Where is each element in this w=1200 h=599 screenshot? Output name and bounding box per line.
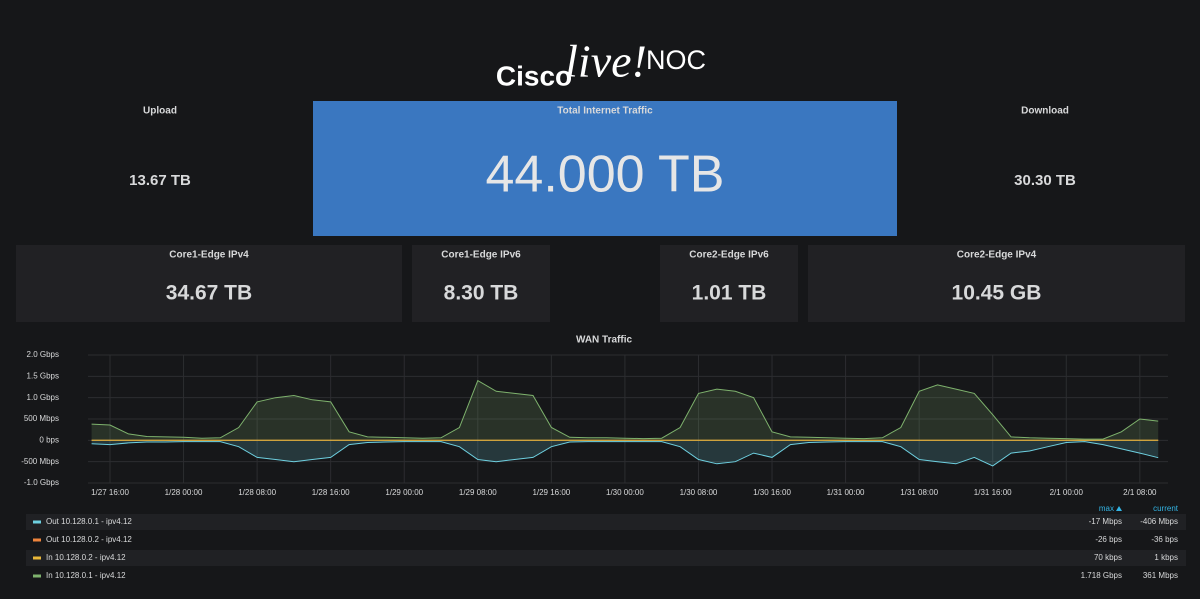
legend-max: -17 Mbps (1089, 517, 1122, 526)
stat-panel (412, 245, 550, 322)
chart-title: WAN Traffic (576, 335, 633, 346)
legend-current: 1 kbps (1154, 553, 1178, 562)
legend-label: In 10.128.0.2 - ipv4.12 (46, 553, 126, 562)
legend-row (26, 550, 1186, 566)
logo-brand: Cisco (496, 60, 572, 91)
stat-title: Upload (143, 106, 177, 117)
stat-value: 10.45 GB (952, 282, 1042, 305)
stat-value: 8.30 TB (444, 282, 519, 305)
stat-title: Total Internet Traffic (557, 106, 653, 117)
stat-value: 44.000 TB (485, 146, 724, 204)
stat-panel (660, 245, 798, 322)
legend-header: current (1153, 504, 1179, 513)
x-tick-label: 1/28 08:00 (238, 488, 276, 497)
y-tick-label: 2.0 Gbps (27, 350, 59, 359)
series-line (91, 441, 1159, 467)
stat-title: Core2-Edge IPv4 (957, 250, 1037, 261)
x-tick-label: 1/30 08:00 (680, 488, 718, 497)
stat-value: 34.67 TB (166, 282, 252, 305)
x-tick-label: 2/1 08:00 (1123, 488, 1157, 497)
legend-row (26, 514, 1186, 530)
x-tick-label: 1/29 08:00 (459, 488, 497, 497)
y-tick-label: -1.0 Gbps (24, 478, 59, 487)
logo-event: live! (565, 36, 647, 87)
legend-current: 361 Mbps (1143, 571, 1178, 580)
legend-label: Out 10.128.0.2 - ipv4.12 (46, 535, 132, 544)
y-tick-label: 0 bps (39, 435, 59, 444)
x-tick-label: 1/30 16:00 (753, 488, 791, 497)
y-tick-label: 500 Mbps (24, 414, 59, 423)
stat-value: 1.01 TB (692, 282, 767, 305)
stat-panel (313, 101, 897, 236)
x-tick-label: 1/30 00:00 (606, 488, 644, 497)
x-tick-label: 1/29 00:00 (385, 488, 423, 497)
y-tick-label: 1.0 Gbps (27, 393, 59, 402)
area-fill (91, 380, 1159, 441)
legend-label: Out 10.128.0.1 - ipv4.12 (46, 517, 132, 526)
stat-title: Core2-Edge IPv6 (689, 250, 769, 261)
x-tick-label: 1/31 08:00 (900, 488, 938, 497)
stat-panel (16, 245, 402, 322)
stat-title: Core1-Edge IPv4 (169, 250, 249, 261)
area-fill (91, 440, 1159, 466)
sort-icon (1116, 506, 1122, 511)
legend-current: -406 Mbps (1140, 517, 1178, 526)
x-tick-label: 1/31 00:00 (827, 488, 865, 497)
stat-value: 13.67 TB (129, 172, 191, 189)
legend-max: -26 bps (1095, 535, 1122, 544)
x-tick-label: 2/1 00:00 (1050, 488, 1084, 497)
y-tick-label: -500 Mbps (21, 457, 59, 466)
x-tick-label: 1/31 16:00 (974, 488, 1012, 497)
x-tick-label: 1/28 00:00 (165, 488, 203, 497)
series-line (91, 379, 1159, 440)
stat-value: 30.30 TB (1014, 172, 1076, 189)
legend-max: 1.718 Gbps (1081, 571, 1122, 580)
x-tick-label: 1/27 16:00 (91, 488, 129, 497)
x-tick-label: 1/29 16:00 (532, 488, 570, 497)
legend-header: max (1099, 504, 1114, 513)
stat-title: Core1-Edge IPv6 (441, 250, 521, 261)
legend-max: 70 kbps (1094, 553, 1122, 562)
x-tick-label: 1/28 16:00 (312, 488, 350, 497)
stat-title: Download (1021, 106, 1069, 117)
legend-label: In 10.128.0.1 - ipv4.12 (46, 571, 126, 580)
stat-panel (808, 245, 1185, 322)
y-tick-label: 1.5 Gbps (27, 371, 59, 380)
legend-current: -36 bps (1151, 535, 1178, 544)
logo-suffix: NOC (646, 45, 706, 75)
